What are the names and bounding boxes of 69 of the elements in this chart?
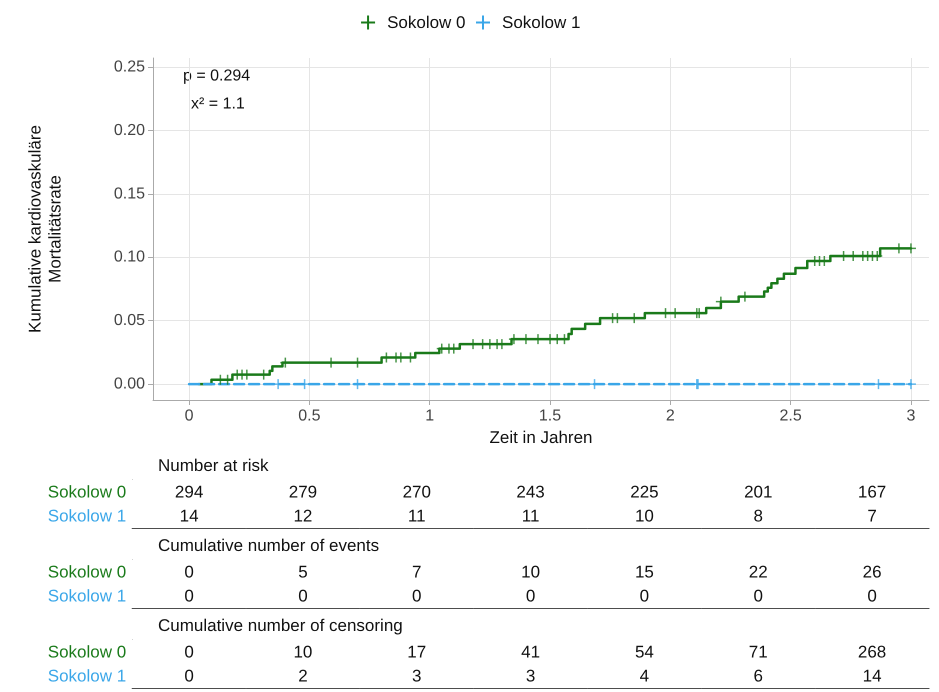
data-label: 0 <box>526 586 536 606</box>
data-label: 0 <box>640 586 650 606</box>
x-tick-label: 1.5 <box>538 408 562 424</box>
data-label: 15 <box>634 562 654 582</box>
y-tick-label: 0.15 <box>114 185 146 202</box>
y-tick-label: Sokolow 0 <box>48 562 126 582</box>
data-label: 4 <box>640 666 650 686</box>
data-label: 8 <box>754 506 763 526</box>
data-label: 0 <box>754 586 763 606</box>
data-label: 2 <box>298 666 308 686</box>
y-tick-label: Sokolow 0 <box>48 642 126 662</box>
y-tick-label: 0.10 <box>114 248 146 266</box>
data-label: 54 <box>634 642 654 662</box>
data-label: 0 <box>867 586 877 606</box>
x-tick-label: 2.5 <box>780 408 802 424</box>
y-tick-label: Sokolow 0 <box>48 482 126 502</box>
y-tick-label: 0.05 <box>114 312 146 330</box>
data-label: 0 <box>184 666 194 686</box>
data-label: 5 <box>298 562 308 582</box>
data-label: 11 <box>408 506 426 526</box>
data-label: 0 <box>298 586 308 606</box>
data-label: 7 <box>412 562 422 582</box>
data-label: 270 <box>402 482 431 502</box>
data-label: 3 <box>526 666 536 686</box>
y-tick-label: Sokolow 1 <box>48 586 126 606</box>
data-label: 279 <box>288 482 318 502</box>
data-label: 225 <box>630 482 659 502</box>
data-label: 10 <box>521 562 540 582</box>
data-label: 12 <box>293 506 312 526</box>
data-label: 41 <box>521 642 540 662</box>
x-tick-label: 1 <box>425 408 434 424</box>
chart-title: Cumulative number of events <box>158 536 380 555</box>
y-tick-label: Sokolow 1 <box>48 506 126 526</box>
data-label: 71 <box>748 642 768 662</box>
data-label: 0 <box>184 586 194 606</box>
legend-label: Sokolow 1 <box>502 13 580 32</box>
chart-title: Number at risk <box>158 456 270 475</box>
data-label: 10 <box>293 642 312 662</box>
x-axis-title: Zeit in Jahren <box>490 428 592 447</box>
data-label: 14 <box>180 506 199 526</box>
chart-title: Cumulative number of censoring <box>158 616 403 635</box>
data-label: 268 <box>858 642 886 662</box>
legend-label: Sokolow 0 <box>387 13 466 32</box>
x-tick-label: 3 <box>906 408 916 424</box>
y-tick-label: Sokolow 1 <box>48 666 126 686</box>
annotation: x² = 1.1 <box>191 96 245 112</box>
data-label: 10 <box>634 506 654 526</box>
y-tick-label: 0.20 <box>114 122 146 139</box>
data-label: 294 <box>174 482 204 502</box>
data-label: 22 <box>748 562 768 582</box>
x-tick-label: 2 <box>666 408 675 424</box>
data-label: 11 <box>522 506 540 526</box>
data-label: 167 <box>858 482 886 502</box>
data-label: 0 <box>184 642 194 662</box>
data-label: 3 <box>412 666 422 686</box>
y-tick-label: 0.00 <box>114 376 146 393</box>
data-label: 7 <box>867 506 877 526</box>
data-label: 243 <box>516 482 545 502</box>
data-label: 6 <box>754 666 763 686</box>
data-label: 0 <box>412 586 422 606</box>
y-axis-title: Kumulative kardiovaskuläre Mortalitätsrate <box>26 125 64 333</box>
data-label: 0 <box>184 562 194 582</box>
data-label: 14 <box>862 666 882 686</box>
data-label: 17 <box>407 642 426 662</box>
x-tick-label: 0.5 <box>298 408 321 424</box>
y-tick-label: 0.25 <box>114 58 146 76</box>
x-tick-label: 0 <box>184 408 194 424</box>
data-label: 201 <box>744 482 772 502</box>
data-label: 26 <box>862 562 882 582</box>
